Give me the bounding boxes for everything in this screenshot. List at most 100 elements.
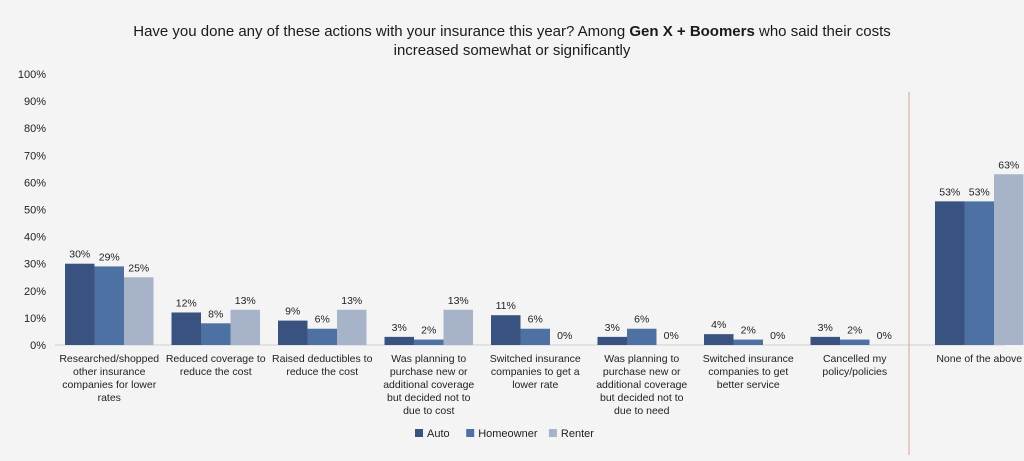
bar-renter bbox=[230, 309, 260, 345]
category-label-line: lower rate bbox=[512, 379, 558, 391]
category-label: None of the above bbox=[936, 353, 1022, 365]
category-label-line: Researched/shopped bbox=[59, 353, 159, 365]
data-label: 8% bbox=[208, 308, 223, 320]
bar-auto bbox=[935, 201, 965, 345]
y-tick-label: 80% bbox=[24, 123, 46, 135]
data-label: 29% bbox=[99, 251, 120, 263]
bar-renter bbox=[124, 277, 154, 345]
data-label: 13% bbox=[341, 295, 362, 307]
data-label: 13% bbox=[235, 295, 256, 307]
category-label-line: Reduced coverage to bbox=[166, 353, 266, 365]
data-label: 9% bbox=[285, 306, 300, 318]
y-tick-label: 0% bbox=[30, 340, 46, 352]
bar-renter bbox=[443, 309, 473, 345]
category-label: Was planning to purchase new or additional… bbox=[383, 353, 474, 417]
y-tick-label: 70% bbox=[24, 150, 46, 162]
data-label: 4% bbox=[711, 319, 726, 331]
category-label-line: purchase new or bbox=[603, 366, 681, 378]
y-tick-label: 100% bbox=[18, 69, 46, 81]
category-label-line: policy/policies bbox=[822, 366, 887, 378]
data-label: 2% bbox=[421, 325, 436, 337]
category-label-line: Raised deductibles to bbox=[272, 353, 373, 365]
category-label: Switched insurance companies to get better… bbox=[703, 353, 794, 391]
data-label: 0% bbox=[557, 330, 572, 342]
legend-swatch-auto bbox=[415, 429, 423, 437]
data-label: 0% bbox=[877, 330, 892, 342]
legend-label: Auto bbox=[427, 428, 450, 440]
bar-auto bbox=[810, 336, 840, 345]
category-label-line: Switched insurance bbox=[490, 353, 581, 365]
category-label-line: companies for lower bbox=[62, 379, 156, 391]
bar-auto bbox=[171, 312, 201, 345]
data-label: 30% bbox=[69, 249, 90, 261]
bar-homeowner bbox=[627, 328, 657, 345]
category-label: Cancelled my policy/policies bbox=[822, 353, 887, 378]
category-label: Researched/shopped other insurance compani… bbox=[59, 353, 159, 404]
y-tick-label: 40% bbox=[24, 232, 46, 244]
category-label-line: due to cost bbox=[403, 405, 454, 417]
data-label: 25% bbox=[128, 262, 149, 274]
category-label-line: companies to get bbox=[708, 366, 788, 378]
category-label: Raised deductibles to reduce the cost bbox=[272, 353, 373, 378]
y-tick-label: 30% bbox=[24, 259, 46, 271]
category-label-line: Switched insurance bbox=[703, 353, 794, 365]
category-label-line: rates bbox=[98, 392, 121, 404]
data-label: 0% bbox=[770, 330, 785, 342]
category-label: Switched insurance companies to get a lowe… bbox=[490, 353, 581, 391]
legend-swatch-renter bbox=[548, 429, 557, 437]
bar-homeowner bbox=[414, 339, 444, 345]
y-tick-label: 90% bbox=[24, 96, 46, 108]
chart-title-bold: Gen X + Boomers bbox=[629, 23, 755, 40]
bar-auto bbox=[384, 336, 414, 345]
data-label: 6% bbox=[315, 314, 330, 326]
data-label: 53% bbox=[939, 186, 960, 198]
category-label: Was planning to purchase new or additional… bbox=[596, 353, 687, 417]
bar-homeowner bbox=[94, 266, 124, 345]
y-tick-label: 10% bbox=[24, 313, 46, 325]
data-label: 2% bbox=[847, 325, 862, 337]
bar-auto bbox=[597, 336, 627, 345]
chart-title-prefix: Have you done any of these actions with … bbox=[133, 23, 630, 40]
category-label-line: additional coverage bbox=[383, 379, 474, 391]
bar-homeowner bbox=[964, 201, 994, 345]
chart-title-suffix: who said their costs bbox=[754, 23, 891, 40]
bar-homeowner bbox=[840, 339, 870, 345]
category-label-line: due to need bbox=[614, 405, 670, 417]
category-label-line: companies to get a bbox=[491, 366, 580, 378]
data-label: 3% bbox=[605, 322, 620, 334]
y-tick-label: 20% bbox=[24, 286, 46, 298]
data-label: 11% bbox=[496, 300, 516, 312]
y-tick-label: 50% bbox=[24, 205, 46, 217]
data-label: 3% bbox=[392, 322, 407, 334]
bar-homeowner bbox=[733, 339, 763, 345]
bar-homeowner bbox=[307, 328, 337, 345]
category-label-line: purchase new or bbox=[390, 366, 468, 378]
category-label-line: Cancelled my bbox=[823, 353, 887, 365]
bar-auto bbox=[65, 263, 95, 345]
data-label: 3% bbox=[818, 322, 833, 334]
bar-auto bbox=[704, 334, 734, 345]
data-label: 63% bbox=[998, 159, 1019, 171]
category-label-line: reduce the cost bbox=[180, 366, 252, 378]
y-tick-label: 60% bbox=[24, 177, 46, 189]
bar-auto bbox=[278, 320, 308, 345]
bar-homeowner bbox=[520, 328, 550, 345]
category-label-line: better service bbox=[717, 379, 780, 391]
legend-label: Homeowner bbox=[478, 428, 538, 440]
data-label: 6% bbox=[528, 314, 543, 326]
category-label-line: None of the above bbox=[936, 353, 1022, 365]
category-label-line: other insurance bbox=[73, 366, 146, 378]
category-label-line: Was planning to bbox=[604, 353, 679, 365]
category-label-line: reduce the cost bbox=[286, 366, 358, 378]
data-label: 12% bbox=[176, 297, 197, 309]
chart-title: Have you done any of these actions with … bbox=[0, 22, 1024, 60]
bar-renter bbox=[994, 174, 1024, 345]
data-label: 0% bbox=[664, 330, 679, 342]
chart-title-line2: increased somewhat or significantly bbox=[393, 42, 631, 59]
category-label: Reduced coverage to reduce the cost bbox=[166, 353, 266, 378]
category-label-line: but decided not to bbox=[600, 392, 684, 404]
data-label: 6% bbox=[634, 314, 649, 326]
category-label-line: Was planning to bbox=[391, 353, 466, 365]
